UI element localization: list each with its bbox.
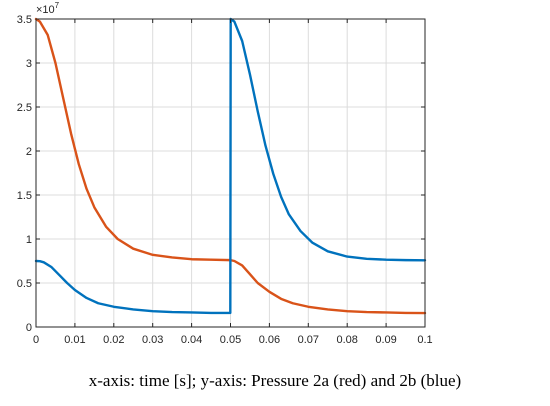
y-axis-multiplier: ×107 bbox=[36, 1, 60, 16]
x-tick-label: 0.03 bbox=[142, 334, 163, 346]
y-tick-labels: 0 0.5 1 1.5 2 2.5 3 3.5 bbox=[17, 14, 32, 334]
y-tick-label: 3.5 bbox=[17, 14, 32, 26]
y-tick-label: 2.5 bbox=[17, 102, 32, 114]
series-group bbox=[34, 17, 427, 315]
x-tick-label: 0.04 bbox=[181, 334, 202, 346]
x-tick-label: 0.01 bbox=[64, 334, 85, 346]
x-tick-labels: 0 0.01 0.02 0.03 0.04 0.05 0.06 0.07 0.08 0.09 0.1 bbox=[33, 334, 433, 346]
x-tick-label: 0 bbox=[33, 334, 39, 346]
y-multiplier-exponent: 7 bbox=[55, 1, 60, 10]
tick-marks bbox=[35, 18, 426, 328]
x-tick-label: 0.06 bbox=[259, 334, 280, 346]
y-tick-label: 1 bbox=[26, 234, 32, 246]
figure-caption: x-axis: time [s]; y-axis: Pressure 2a (r… bbox=[88, 371, 462, 390]
y-tick-label: 2 bbox=[26, 146, 32, 158]
y-multiplier-base: ×10 bbox=[36, 4, 55, 16]
x-tick-label: 0.02 bbox=[103, 334, 124, 346]
series-line-2 bbox=[34, 17, 427, 315]
chart-svg: 0 0.01 0.02 0.03 0.04 0.05 0.06 0.07 0.08 0.09 0.1… bbox=[17, 1, 433, 346]
series-line-1 bbox=[34, 17, 427, 315]
y-tick-label: 0.5 bbox=[17, 278, 32, 290]
x-tick-label: 0.08 bbox=[336, 334, 357, 346]
y-tick-label: 0 bbox=[26, 322, 32, 334]
y-tick-label: 3 bbox=[26, 58, 32, 70]
x-tick-label: 0.05 bbox=[220, 334, 241, 346]
y-tick-label: 1.5 bbox=[17, 190, 32, 202]
x-tick-label: 0.1 bbox=[417, 334, 432, 346]
x-tick-label: 0.07 bbox=[298, 334, 319, 346]
x-tick-label: 0.09 bbox=[375, 334, 396, 346]
